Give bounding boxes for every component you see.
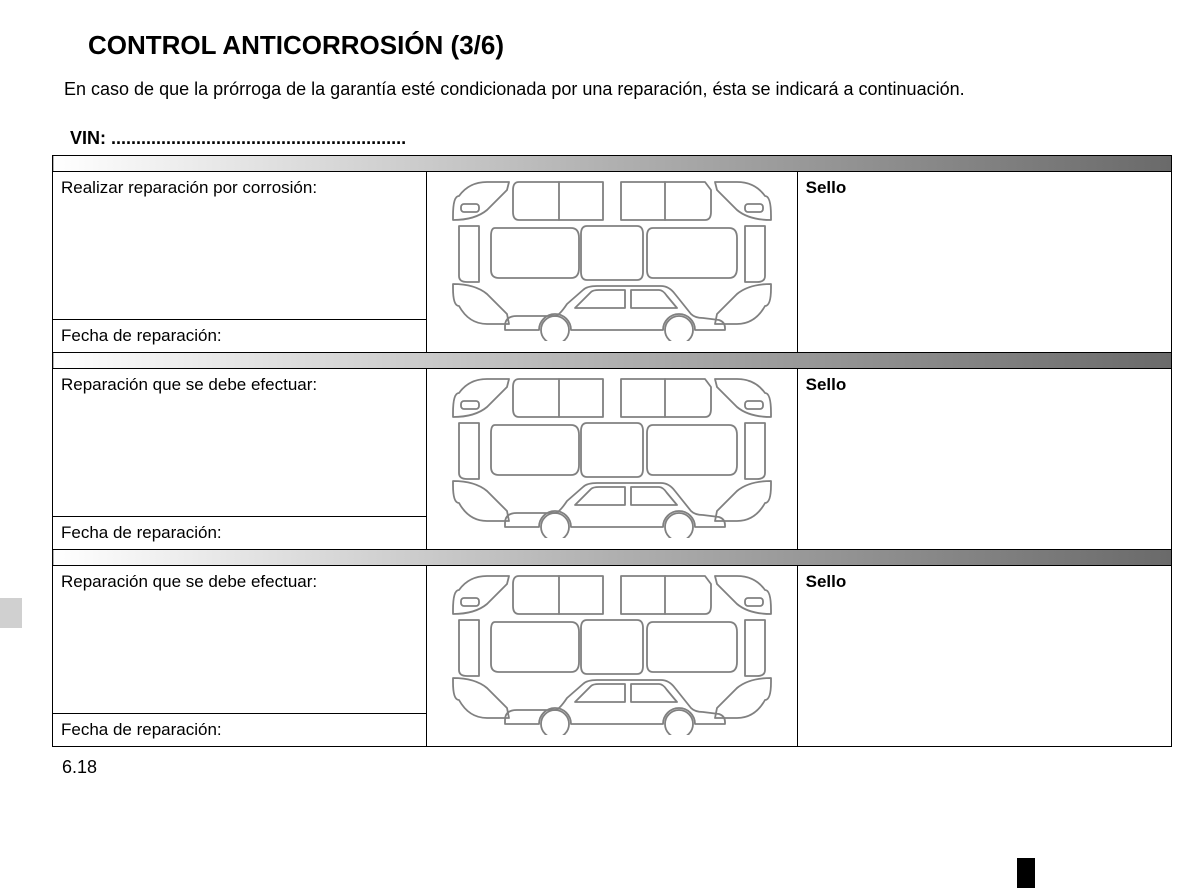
repair-description-cell: Reparación que se debe efectuar: (53, 369, 427, 517)
page-container: CONTROL ANTICORROSIÓN (3/6) En caso de q… (0, 0, 1200, 888)
repair-description-cell: Reparación que se debe efectuar: (53, 566, 427, 714)
separator-bar (53, 156, 1172, 172)
table-row: Reparación que se debe efectuar: (53, 369, 1172, 517)
car-body-diagram-icon (447, 373, 777, 538)
table-row: Reparación que se debe efectuar: (53, 566, 1172, 714)
vin-label: VIN: (70, 128, 111, 148)
repair-date-label: Fecha de reparación: (53, 714, 426, 746)
vin-dots: ........................................… (111, 128, 406, 148)
separator-bar (53, 353, 1172, 369)
repair-date-cell: Fecha de reparación: (53, 517, 427, 550)
repair-date-label: Fecha de reparación: (53, 320, 426, 352)
stamp-cell: Sello (797, 172, 1171, 353)
car-body-diagram-icon (447, 570, 777, 735)
print-registration-mark (1017, 858, 1035, 888)
separator-bar (53, 550, 1172, 566)
car-body-diagram-icon (447, 176, 777, 341)
car-diagram-cell (427, 566, 797, 747)
stamp-label: Sello (798, 566, 1171, 598)
intro-text: En caso de que la prórroga de la garantí… (64, 79, 1160, 100)
repair-description-label: Reparación que se debe efectuar: (53, 369, 426, 401)
repair-description-cell: Realizar reparación por corrosión: (53, 172, 427, 320)
side-tab (0, 598, 22, 628)
table-row: Realizar reparación por corrosión: (53, 172, 1172, 320)
vin-line: VIN: ...................................… (70, 128, 1160, 149)
stamp-label: Sello (798, 172, 1171, 204)
repair-date-cell: Fecha de reparación: (53, 714, 427, 747)
records-table-wrap: Realizar reparación por corrosión: (52, 155, 1160, 747)
page-title: CONTROL ANTICORROSIÓN (3/6) (88, 30, 1160, 61)
repair-date-cell: Fecha de reparación: (53, 320, 427, 353)
stamp-cell: Sello (797, 369, 1171, 550)
repair-description-label: Realizar reparación por corrosión: (53, 172, 426, 204)
repair-description-label: Reparación que se debe efectuar: (53, 566, 426, 598)
records-table: Realizar reparación por corrosión: (52, 155, 1172, 747)
car-diagram-cell (427, 172, 797, 353)
stamp-cell: Sello (797, 566, 1171, 747)
car-diagram-cell (427, 369, 797, 550)
page-number: 6.18 (62, 757, 1160, 778)
repair-date-label: Fecha de reparación: (53, 517, 426, 549)
stamp-label: Sello (798, 369, 1171, 401)
